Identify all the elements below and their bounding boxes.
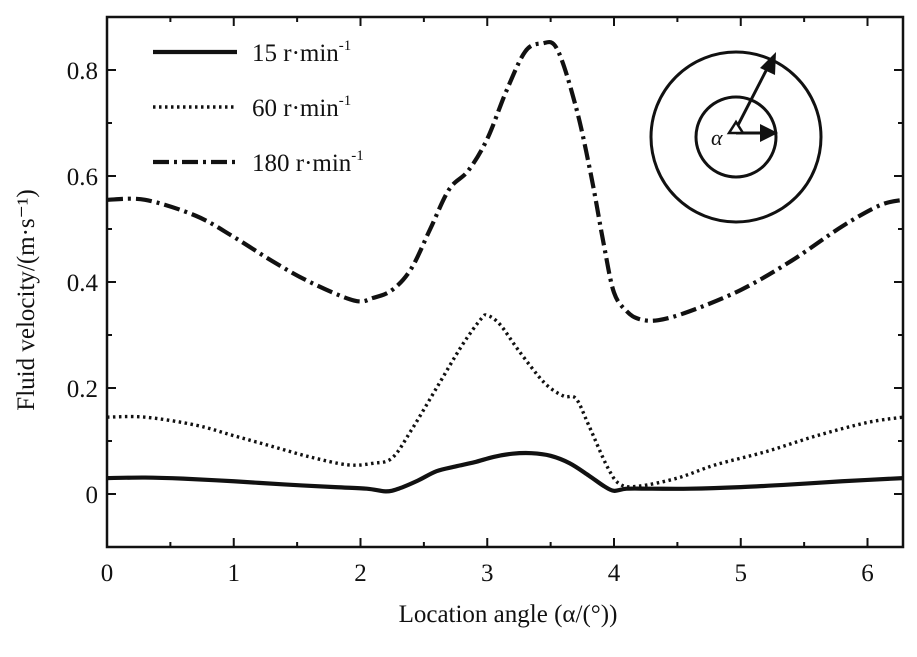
- legend-label-2: 60 r·min-1: [252, 93, 351, 122]
- plot-frame: [105, 15, 905, 549]
- legend-label-1: 15 r·min-1: [252, 38, 351, 67]
- series-line-1: [107, 450, 903, 494]
- x-tick-label: 3: [481, 560, 494, 587]
- inset-diagram: α: [649, 50, 823, 224]
- x-tick-label: 2: [354, 560, 367, 587]
- series-line-2: [107, 313, 903, 489]
- inset-angle-label: α: [711, 125, 723, 150]
- inset-reference-arrowhead: [760, 124, 778, 142]
- series-layer: [107, 39, 903, 494]
- plot-area-border: [105, 15, 905, 549]
- y-tick-label: 0.6: [67, 164, 98, 191]
- x-tick-label: 6: [861, 560, 874, 587]
- inset-radius-arrowhead: [760, 52, 776, 75]
- x-tick-label: 4: [608, 560, 621, 587]
- y-tick-label: 0.8: [67, 58, 98, 85]
- y-axis-title: Fluid velocity/(m·s⁻¹): [13, 189, 40, 410]
- y-tick-label: 0: [86, 482, 99, 509]
- x-tick-label: 0: [101, 560, 114, 587]
- y-axis: 0 0.2 0.4 0.6 0.8: [67, 58, 903, 509]
- inset-outer-circle: [649, 50, 823, 224]
- inset-radius-arrow: [734, 62, 772, 130]
- series-line-3: [107, 39, 903, 323]
- x-axis-title: Location angle (α/(°)): [399, 601, 618, 628]
- legend-label-3: 180 r·min-1: [252, 148, 364, 177]
- y-tick-label: 0.4: [67, 270, 99, 297]
- x-axis: 0 1 2 3 4 5 6: [101, 17, 874, 587]
- x-tick-label: 1: [228, 560, 241, 587]
- inset-inner-circle: [694, 95, 778, 179]
- y-tick-label: 0.2: [67, 376, 98, 403]
- x-tick-label: 5: [735, 560, 748, 587]
- inset-angle-marker: [726, 119, 746, 135]
- legend: 15 r·min-1 60 r·min-1 180 r·min-1: [153, 38, 364, 177]
